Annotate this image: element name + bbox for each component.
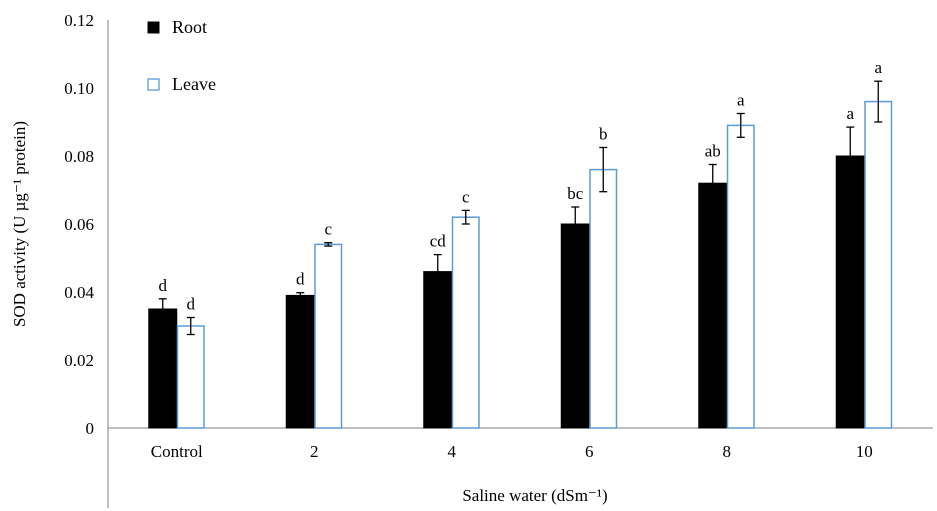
- axes: [107, 20, 933, 508]
- significance-letter-leave: c: [324, 220, 332, 239]
- y-tick-label: 0.12: [64, 11, 94, 30]
- y-tick-label: 0.04: [64, 283, 94, 302]
- error-bar-root: [571, 206, 580, 242]
- x-category-label: Control: [151, 442, 203, 461]
- significance-letter-root: ab: [705, 142, 721, 161]
- y-tick-label: 0.10: [64, 79, 94, 98]
- bar-root: [285, 294, 315, 429]
- error-bar-leave: [599, 146, 608, 193]
- x-category-labels: Control 2 4 6 8 10: [151, 442, 873, 461]
- bar-leave: [726, 124, 755, 429]
- error-bars: [158, 80, 883, 336]
- y-axis-title: SOD activity (U µg⁻¹ protein): [10, 121, 29, 327]
- bar-leave: [176, 325, 205, 429]
- significance-letter-leave: a: [737, 91, 745, 110]
- significance-letter-root: a: [846, 104, 854, 123]
- bar-root: [698, 182, 728, 429]
- bar-root: [835, 155, 865, 429]
- error-bar-leave: [736, 112, 745, 138]
- y-tick-label: 0.06: [64, 215, 94, 234]
- x-axis-title: Saline water (dSm⁻¹): [462, 486, 607, 505]
- significance-letter-root: d: [159, 276, 168, 295]
- legend-swatch-root: [147, 21, 160, 34]
- bar-leave: [589, 168, 618, 429]
- error-bar-leave: [186, 316, 195, 336]
- legend-label-leave: Leave: [172, 74, 216, 94]
- legend: Root Leave: [147, 17, 216, 94]
- x-category-label: 8: [723, 442, 732, 461]
- error-bar-leave: [461, 209, 470, 225]
- bar-leave: [864, 100, 893, 429]
- y-tick-label: 0.02: [64, 351, 94, 370]
- error-bar-root: [708, 163, 717, 203]
- significance-letter-root: d: [296, 270, 305, 289]
- significance-letter-root: cd: [430, 232, 447, 251]
- x-category-label: 10: [856, 442, 873, 461]
- x-category-label: 2: [310, 442, 319, 461]
- significance-letter-leave: b: [599, 125, 608, 144]
- significance-letter-leave: c: [462, 187, 470, 206]
- significance-letter-root: bc: [567, 184, 584, 203]
- y-tick-label: 0: [86, 419, 95, 438]
- legend-swatch-leave: [147, 78, 160, 91]
- error-bar-root: [433, 253, 442, 290]
- error-bar-root: [846, 126, 855, 186]
- bars: [148, 100, 893, 429]
- error-bar-leave: [874, 80, 883, 123]
- bar-root: [423, 271, 453, 429]
- x-category-label: 4: [448, 442, 457, 461]
- y-tick-labels: 0 0.02 0.04 0.06 0.08 0.10 0.12: [64, 11, 94, 438]
- error-bar-root: [296, 292, 305, 299]
- significance-letter-leave: a: [874, 58, 882, 77]
- x-category-label: 6: [585, 442, 594, 461]
- error-bar-root: [158, 298, 167, 320]
- bar-leave: [451, 216, 480, 429]
- legend-label-root: Root: [172, 17, 207, 37]
- significance-letter-leave: d: [187, 295, 196, 314]
- bar-root: [148, 308, 178, 429]
- bar-leave: [314, 243, 343, 429]
- y-tick-label: 0.08: [64, 147, 94, 166]
- error-bar-leave: [324, 242, 333, 247]
- bar-root: [560, 223, 590, 429]
